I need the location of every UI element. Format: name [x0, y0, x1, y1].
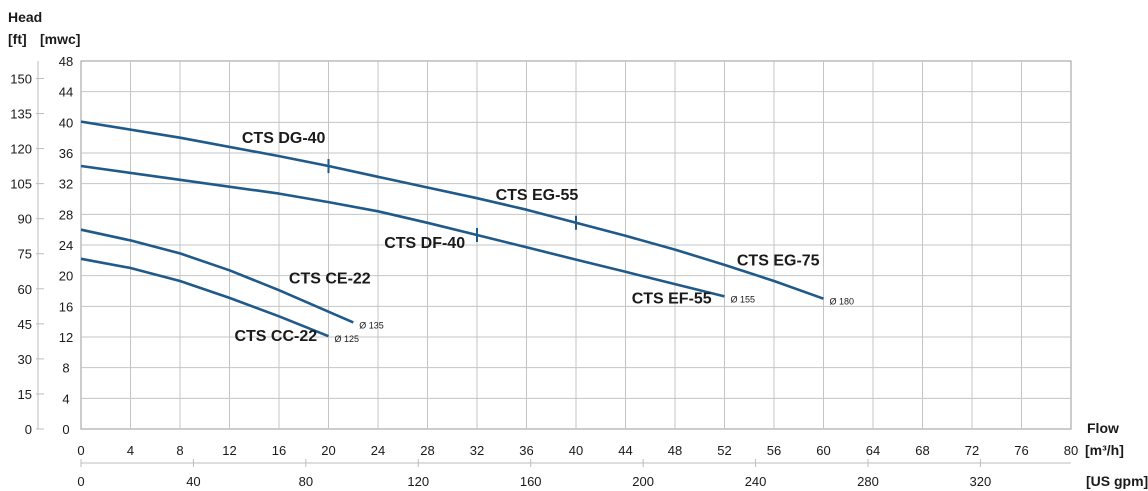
x-tick-label: 48 [668, 443, 682, 458]
x-tick-label: 4 [127, 443, 134, 458]
series-line [80, 120, 824, 300]
x-tick-label-usgpm: 320 [970, 474, 992, 489]
x-tick-label: 64 [866, 443, 880, 458]
series-name-label: CTS EG-75 [737, 253, 820, 270]
x-tick-label: 36 [519, 443, 533, 458]
impeller-diameter-label: Ø 135 [359, 320, 384, 330]
x-tick-label-usgpm: 200 [632, 474, 654, 489]
y-axis-title: Head [8, 9, 42, 25]
y-tick-label-ft: 150 [10, 71, 32, 86]
x-tick-label: 72 [965, 443, 979, 458]
series-name-label: CTS DG-40 [242, 130, 326, 147]
x-units-usgpm: [US gpm] [1086, 473, 1148, 489]
x-tick-label: 80 [1064, 443, 1078, 458]
y-tick-label-ft: 0 [25, 422, 32, 437]
x-tick-label: 24 [371, 443, 385, 458]
x-tick-label: 40 [569, 443, 583, 458]
x-tick-label-usgpm: 120 [407, 474, 429, 489]
y-tick-label-mwc: 4 [62, 391, 69, 406]
y-tick-label-mwc: 20 [59, 269, 73, 284]
x-tick-label: 56 [767, 443, 781, 458]
y-tick-label-ft: 120 [10, 142, 32, 157]
y-tick-label-ft: 45 [18, 317, 32, 332]
x-tick-label-usgpm: 280 [857, 474, 879, 489]
y-tick-label-mwc: 28 [59, 207, 73, 222]
y-tick-label-ft: 60 [18, 282, 32, 297]
y-tick-label-ft: 30 [18, 352, 32, 367]
x-tick-label: 68 [915, 443, 929, 458]
series-group: Ø 125 CTS CC-22 Ø 135 CTS CE-22 Ø 155 CTS DF-… [80, 120, 855, 345]
y-tick-label-mwc: 16 [59, 299, 73, 314]
y-tick-label-ft: 135 [10, 107, 32, 122]
y-tick-label-mwc: 24 [59, 238, 73, 253]
y-tick-label-ft: 75 [18, 247, 32, 262]
x-tick-label: 44 [618, 443, 632, 458]
impeller-diameter-label: Ø 125 [335, 334, 360, 344]
x-tick-label: 52 [717, 443, 731, 458]
x-units-m3h: [m³/h] [1085, 442, 1124, 458]
y-tick-label-mwc: 44 [59, 85, 73, 100]
x-tick-label: 8 [176, 443, 183, 458]
y-tick-label-mwc: 48 [59, 54, 73, 69]
series-name-label: CTS CC-22 [234, 328, 317, 345]
series-line [80, 257, 329, 338]
series-name-label: CTS DF-40 [384, 235, 465, 252]
x-tick-label-usgpm: 80 [299, 474, 313, 489]
y-tick-label-ft: 105 [10, 177, 32, 192]
y-units-ft: [ft] [8, 31, 27, 47]
series-line [80, 164, 725, 298]
y-tick-label-mwc: 8 [62, 361, 69, 376]
impeller-diameter-label: Ø 155 [731, 294, 756, 304]
x-tick-label: 28 [420, 443, 434, 458]
y-tick-label-ft: 15 [18, 387, 32, 402]
impeller-diameter-label: Ø 180 [830, 297, 855, 307]
y-tick-label-mwc: 40 [59, 115, 73, 130]
y-tick-label-mwc: 32 [59, 177, 73, 192]
y-tick-label-mwc: 12 [59, 330, 73, 345]
x-tick-label: 16 [272, 443, 286, 458]
x-tick-label: 0 [77, 443, 84, 458]
grid [81, 61, 1071, 429]
y-tick-label-mwc: 36 [59, 146, 73, 161]
series-name-label: CTS CE-22 [289, 270, 371, 287]
x-tick-label-usgpm: 40 [186, 474, 200, 489]
x-tick-label-usgpm: 160 [520, 474, 542, 489]
y-tick-label-ft: 90 [18, 212, 32, 227]
x-axis-title: Flow [1087, 420, 1119, 436]
x-tick-label: 32 [470, 443, 484, 458]
x-tick-label: 12 [222, 443, 236, 458]
x-tick-label: 76 [1014, 443, 1028, 458]
x-tick-label-usgpm: 0 [77, 474, 84, 489]
series-name-label: CTS EG-55 [496, 187, 579, 204]
series-name-label: CTS EF-55 [632, 290, 712, 307]
x-tick-label: 60 [816, 443, 830, 458]
y-units-mwc: [mwc] [40, 31, 80, 47]
x-tick-label-usgpm: 240 [745, 474, 767, 489]
axes: 0 4 8 12 16 20 24 28 32 36 40 44 48 52 56 60 64 68 72 76 800… [10, 54, 1078, 489]
x-tick-label: 20 [321, 443, 335, 458]
series-line [80, 228, 354, 324]
y-tick-label-mwc: 0 [62, 422, 69, 437]
